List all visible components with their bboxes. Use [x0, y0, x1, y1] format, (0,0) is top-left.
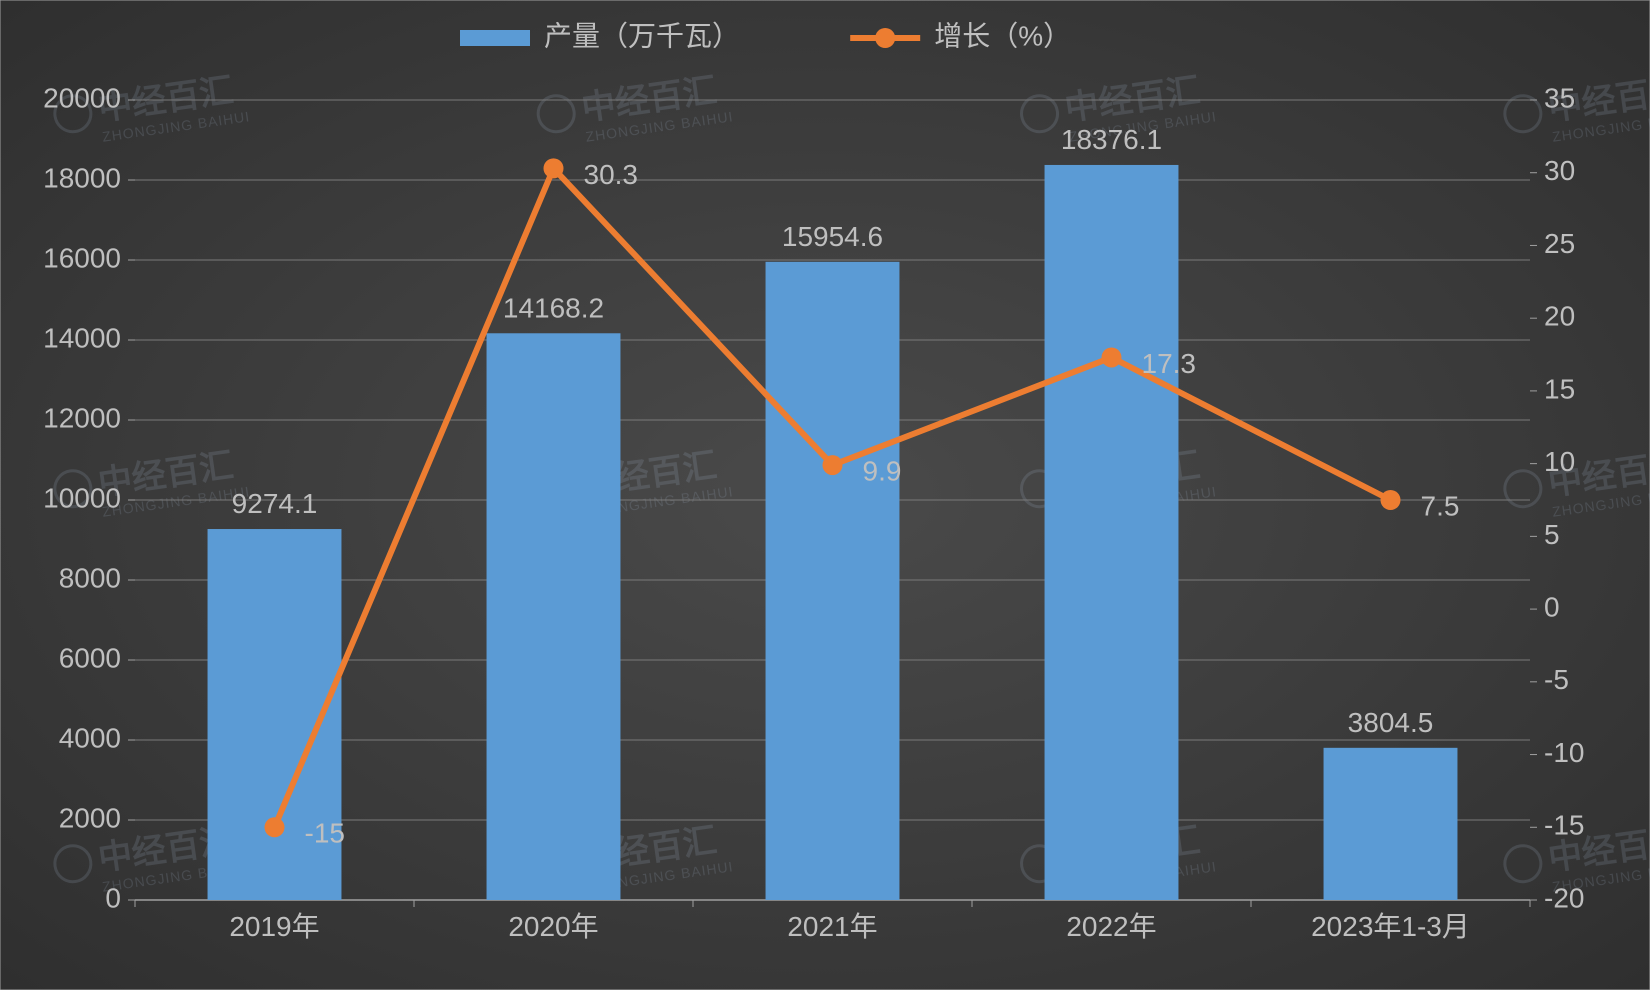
bar — [1324, 748, 1458, 900]
legend-label: 产量（万千瓦） — [544, 20, 740, 51]
y-left-tick-label: 2000 — [59, 802, 121, 833]
x-tick-label: 2023年1-3月 — [1311, 911, 1470, 942]
legend-swatch-bar — [460, 30, 530, 46]
x-tick-label: 2019年 — [229, 911, 319, 942]
y-left-tick-label: 4000 — [59, 722, 121, 753]
line-marker — [1381, 490, 1401, 510]
y-right-tick-label: 0 — [1544, 591, 1560, 622]
bar — [487, 333, 621, 900]
chart-container: 中经百汇ZHONGJING BAIHUI中经百汇ZHONGJING BAIHUI… — [0, 0, 1650, 990]
y-left-tick-label: 10000 — [43, 482, 121, 513]
line-marker — [823, 455, 843, 475]
x-tick-label: 2022年 — [1066, 911, 1156, 942]
y-right-tick-label: 10 — [1544, 446, 1575, 477]
bar — [766, 262, 900, 900]
line-marker — [265, 817, 285, 837]
y-right-tick-label: 20 — [1544, 301, 1575, 332]
y-right-tick-label: 5 — [1544, 519, 1560, 550]
y-left-tick-label: 6000 — [59, 642, 121, 673]
line-value-label: -15 — [305, 818, 345, 849]
line-value-label: 17.3 — [1142, 348, 1197, 379]
bar-value-label: 14168.2 — [503, 292, 604, 323]
y-left-tick-label: 12000 — [43, 402, 121, 433]
y-left-tick-label: 14000 — [43, 322, 121, 353]
y-left-tick-label: 18000 — [43, 162, 121, 193]
bar-value-label: 9274.1 — [232, 488, 318, 519]
y-right-tick-label: -5 — [1544, 664, 1569, 695]
line-marker — [544, 158, 564, 178]
legend-swatch-line-marker — [875, 28, 895, 48]
y-left-tick-label: 16000 — [43, 242, 121, 273]
bar-value-label: 18376.1 — [1061, 124, 1162, 155]
y-right-tick-label: -10 — [1544, 737, 1584, 768]
y-left-tick-label: 20000 — [43, 82, 121, 113]
y-right-tick-label: 30 — [1544, 155, 1575, 186]
bar-value-label: 15954.6 — [782, 221, 883, 252]
line-value-label: 9.9 — [863, 455, 902, 486]
line-marker — [1102, 347, 1122, 367]
y-right-tick-label: 25 — [1544, 228, 1575, 259]
y-right-tick-label: -15 — [1544, 810, 1584, 841]
x-tick-label: 2020年 — [508, 911, 598, 942]
y-right-tick-label: -20 — [1544, 882, 1584, 913]
y-right-tick-label: 35 — [1544, 82, 1575, 113]
y-left-tick-label: 8000 — [59, 562, 121, 593]
legend-label: 增长（%） — [934, 20, 1071, 51]
bar — [1045, 165, 1179, 900]
line-value-label: 7.5 — [1421, 490, 1460, 521]
y-left-tick-label: 0 — [105, 882, 121, 913]
x-tick-label: 2021年 — [787, 911, 877, 942]
y-right-tick-label: 15 — [1544, 373, 1575, 404]
line-value-label: 30.3 — [584, 159, 639, 190]
combo-chart: 中经百汇ZHONGJING BAIHUI中经百汇ZHONGJING BAIHUI… — [0, 0, 1650, 990]
bar-value-label: 3804.5 — [1348, 707, 1434, 738]
